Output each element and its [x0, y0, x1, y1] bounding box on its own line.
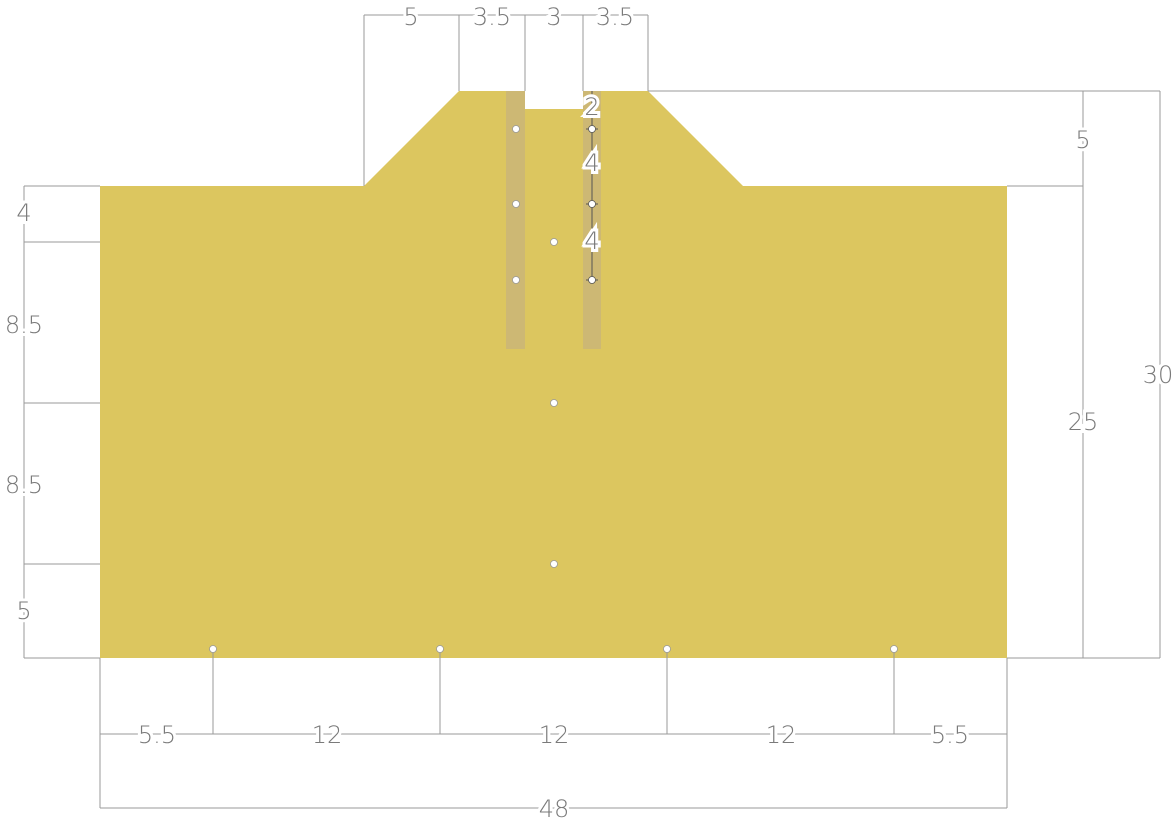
dimension-label: 8.5	[5, 471, 43, 499]
hole	[588, 200, 596, 208]
bottom-dims	[99, 649, 1008, 809]
dimension-label: 48	[539, 795, 570, 823]
hole	[663, 645, 671, 653]
dimension-label: 2	[584, 93, 599, 121]
hole	[512, 276, 520, 284]
dimension-label: 5.5	[931, 721, 969, 749]
hole	[550, 560, 558, 568]
holes	[209, 125, 898, 653]
dimension-label: 12	[312, 721, 343, 749]
hole	[588, 125, 596, 133]
dimension-label: 8.5	[5, 311, 43, 339]
left-dims	[23, 185, 100, 659]
hole	[550, 238, 558, 246]
dimension-label: 3.5	[596, 3, 634, 31]
hole	[890, 645, 898, 653]
dimension-label: 12	[766, 721, 797, 749]
dimension-label: 3	[546, 3, 561, 31]
top-dims	[363, 14, 649, 186]
dimension-label: 4	[584, 149, 599, 177]
dimension-label: 5.5	[138, 721, 176, 749]
slot-strip	[506, 91, 525, 349]
hole	[512, 125, 520, 133]
hole	[512, 200, 520, 208]
dimension-label: 12	[539, 721, 570, 749]
hole	[436, 645, 444, 653]
dimension-label: 5	[1075, 126, 1090, 154]
part	[100, 91, 1007, 658]
dimension-label: 5	[16, 597, 31, 625]
hole	[588, 276, 596, 284]
dimension-label: 4	[584, 227, 599, 255]
dimension-label: 4	[16, 199, 31, 227]
part-outline	[100, 91, 1007, 658]
hole	[550, 399, 558, 407]
dimension-label: 5	[403, 3, 418, 31]
hole	[209, 645, 217, 653]
dimension-label: 3.5	[473, 3, 511, 31]
dimension-label: 30	[1143, 361, 1174, 389]
dimension-label: 25	[1068, 408, 1099, 436]
right-dims	[648, 90, 1161, 659]
